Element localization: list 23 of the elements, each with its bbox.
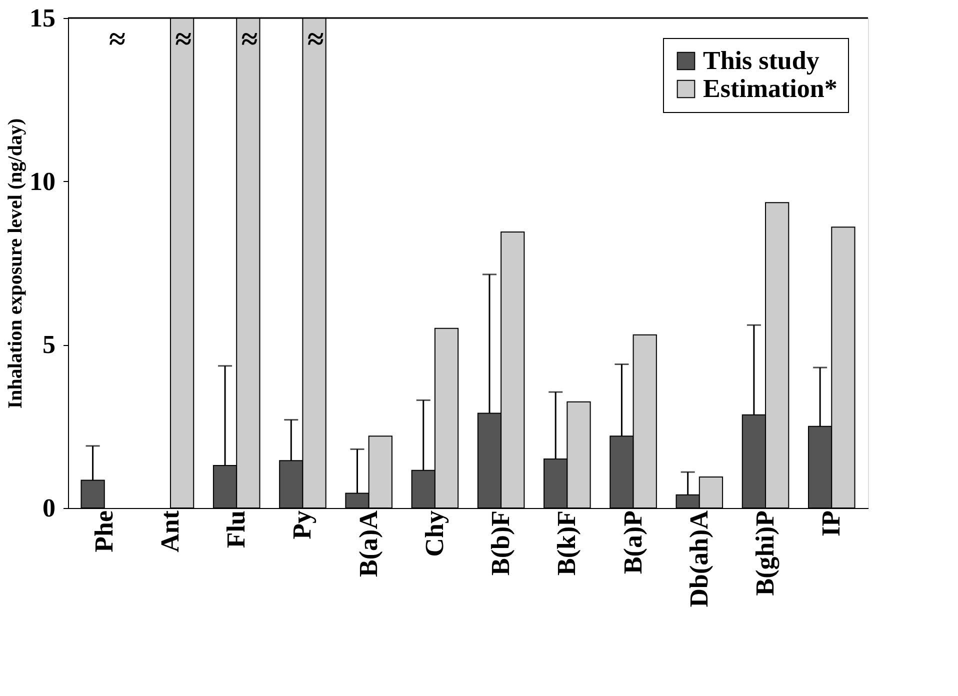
x-tick-label: B(b)F bbox=[486, 510, 516, 576]
x-tick-label: B(k)F bbox=[552, 510, 582, 576]
annotation: ≈ bbox=[175, 23, 192, 56]
annotation: ≈ bbox=[108, 23, 126, 56]
x-tick-label: B(a)A bbox=[354, 510, 383, 577]
y-tick-label: 5 bbox=[42, 330, 56, 360]
annotation: ≈ bbox=[307, 23, 324, 56]
y-axis-title: Inhalation exposure level (ng/day) bbox=[4, 118, 26, 409]
annotation: ≈ bbox=[241, 23, 258, 56]
legend-label: Estimation* bbox=[703, 74, 838, 103]
x-tick-label: IP bbox=[816, 510, 846, 536]
y-tick-label: 15 bbox=[30, 4, 56, 32]
x-tick-label: Flu bbox=[222, 510, 251, 548]
x-tick-label: B(ghi)P bbox=[750, 510, 780, 596]
y-tick-label: 0 bbox=[42, 494, 56, 522]
x-tick-label: Chy bbox=[420, 510, 449, 557]
x-tick-label: Ant bbox=[155, 510, 184, 552]
x-tick-label: Db(ah)A bbox=[684, 510, 714, 608]
y-tick-label: 10 bbox=[30, 166, 56, 196]
x-tick-label: B(a)P bbox=[618, 510, 648, 574]
legend-label: This study bbox=[703, 46, 820, 75]
x-tick-label: Py bbox=[288, 510, 317, 540]
x-tick-label: Phe bbox=[89, 510, 118, 552]
